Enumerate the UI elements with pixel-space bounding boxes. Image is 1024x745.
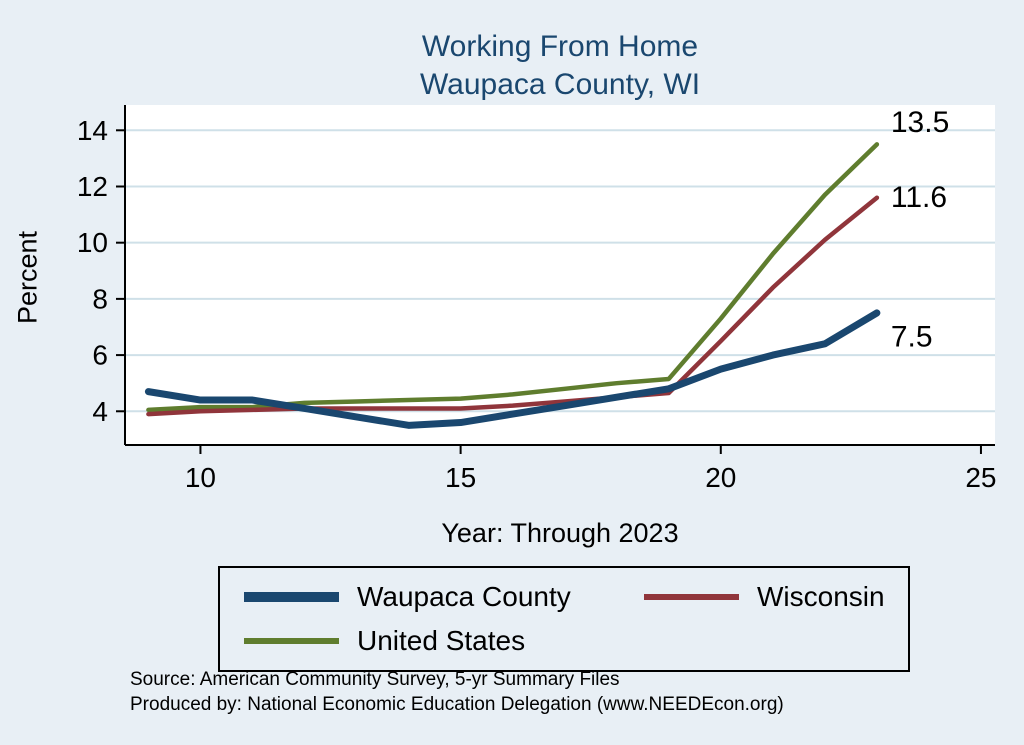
- x-tick-label: 20: [705, 462, 736, 493]
- legend-swatch-wisconsin: [644, 594, 739, 600]
- legend-swatch-waupaca-county: [244, 592, 339, 602]
- legend: Waupaca County Wisconsin United States: [218, 566, 910, 672]
- y-tick-label: 8: [92, 283, 108, 314]
- end-label-wisconsin: 11.6: [891, 181, 947, 214]
- x-tick-label: 15: [445, 462, 476, 493]
- legend-label-wisconsin: Wisconsin: [757, 581, 885, 612]
- y-tick-label: 4: [92, 396, 108, 427]
- source-note: Source: American Community Survey, 5-yr …: [130, 668, 990, 717]
- chart-title: Working From Home Waupaca County, WI: [125, 28, 995, 103]
- legend-swatch-united-states: [244, 638, 339, 644]
- series-line-waupaca-county: [144, 309, 881, 429]
- chart-title-line1: Working From Home: [421, 30, 699, 63]
- legend-item-united-states: United States: [244, 620, 644, 662]
- produced-by-line: Produced by: National Economic Education…: [130, 693, 784, 715]
- legend-label-united-states: United States: [357, 625, 526, 656]
- x-axis-label: Year: Through 2023: [441, 518, 679, 548]
- y-tick-label: 12: [77, 171, 108, 202]
- legend-item-wisconsin: Wisconsin: [644, 576, 885, 618]
- y-tick-label: 10: [77, 227, 108, 258]
- source-line: Source: American Community Survey, 5-yr …: [130, 669, 620, 690]
- chart-title-line2: Waupaca County, WI: [419, 67, 701, 101]
- legend-item-waupaca-county: Waupaca County: [244, 576, 644, 618]
- y-tick-label: 6: [92, 340, 108, 371]
- x-tick-label: 25: [965, 462, 996, 493]
- x-tick-label: 10: [185, 462, 216, 493]
- series-line-wisconsin: [146, 195, 880, 417]
- y-tick-label: 14: [77, 115, 108, 146]
- end-label-united-states: 13.5: [891, 106, 949, 139]
- end-label-waupaca-county: 7.5: [891, 320, 933, 353]
- legend-label-waupaca-county: Waupaca County: [357, 581, 571, 612]
